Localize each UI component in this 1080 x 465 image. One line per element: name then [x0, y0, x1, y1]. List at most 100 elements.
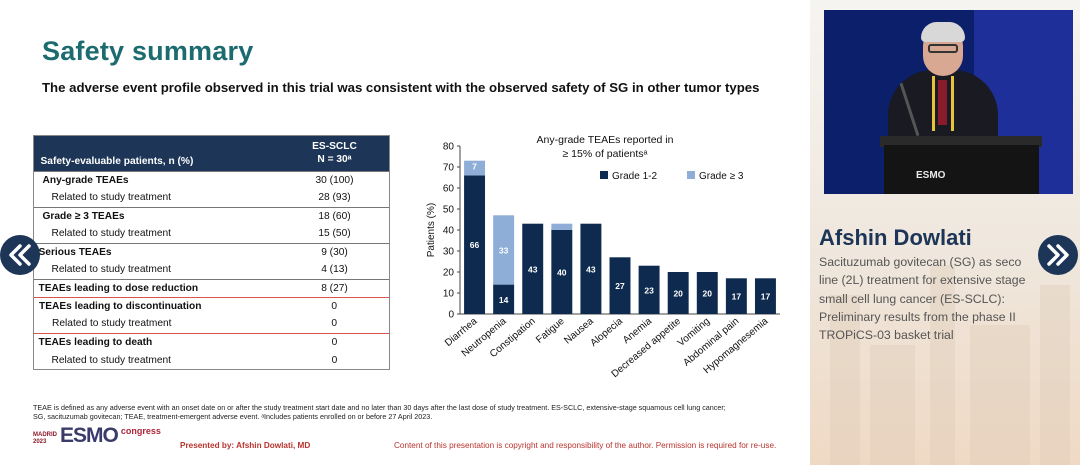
podium-top [880, 136, 1042, 147]
table-row: Grade ≥ 3 TEAEs 18 (60) [33, 207, 390, 225]
row-label: TEAEs leading to death [38, 336, 153, 348]
y-tick-label: 70 [443, 163, 455, 174]
bar-segment [493, 215, 515, 285]
speaker-video: ESMO [824, 10, 1073, 194]
table-header: Safety-evaluable patients, n (%) ES-SCLC… [33, 135, 390, 171]
row-label: Related to study treatment [51, 354, 171, 366]
lanyard [932, 76, 954, 131]
row-value: 4 (13) [321, 264, 348, 276]
glasses [928, 44, 958, 53]
header-column-line2: N = 30ᵃ [317, 153, 352, 165]
row-label: Related to study treatment [51, 228, 171, 240]
bar-segment [493, 284, 515, 314]
legend-label: Grade 1-2 [612, 171, 657, 182]
row-label: Any-grade TEAEs [42, 174, 129, 186]
table-row: TEAEs leading to dose reduction 8 (27) [33, 279, 390, 297]
row-label: Related to study treatment [51, 264, 171, 276]
table-row: Any-grade TEAEs 30 (100) [33, 171, 390, 189]
bar-data-label: 23 [644, 285, 654, 295]
bar-data-label: 40 [557, 268, 567, 278]
table-row: TEAEs leading to death 0 [33, 333, 390, 351]
row-value: 8 (27) [321, 282, 348, 294]
header-column-line1: ES-SCLC [312, 140, 357, 152]
bar-segment [725, 278, 747, 314]
y-tick-label: 10 [443, 289, 455, 300]
chart-title-line2: ≥ 15% of patientsᵃ [563, 148, 648, 160]
podium [884, 145, 1039, 194]
bar-data-label: 20 [703, 289, 713, 299]
row-label: Related to study treatment [33, 315, 280, 334]
bar-segment [551, 223, 573, 230]
table-row: Related to study treatment 4 (13) [34, 261, 390, 279]
bar-data-label: 43 [528, 264, 538, 274]
footnote-line1: TEAE is defined as any adverse event wit… [33, 403, 726, 412]
bar-data-label: 7 [472, 162, 477, 172]
row-value: 0 [279, 296, 390, 315]
bar-segment [667, 272, 689, 314]
presented-by: Presented by: Afshin Dowlati, MD [180, 441, 311, 450]
logo-city: MADRID [33, 432, 57, 438]
table-row: Related to study treatment 0 [33, 315, 390, 334]
legend-label: Grade ≥ 3 [699, 171, 744, 182]
previous-slide-button[interactable] [0, 235, 40, 275]
copyright-notice: Content of this presentation is copyrigh… [394, 441, 777, 450]
header-column: ES-SCLC N = 30ᵃ [279, 135, 390, 171]
row-value: 28 (93) [318, 192, 351, 204]
bar-segment [754, 278, 776, 314]
bar-data-label: 14 [499, 295, 509, 305]
row-value: 30 (100) [315, 174, 354, 186]
row-label: TEAEs leading to dose reduction [38, 282, 199, 294]
footnote: TEAE is defined as any adverse event wit… [33, 403, 773, 422]
bar-segment [609, 257, 631, 314]
x-tick-label: Fatigue [534, 316, 567, 346]
row-label: Serious TEAEs [38, 246, 112, 258]
bar-segment [638, 265, 660, 314]
bar-data-label: 66 [470, 240, 480, 250]
table-row: Related to study treatment 15 (50) [34, 225, 390, 243]
y-tick-label: 0 [448, 310, 454, 321]
bar-data-label: 43 [586, 264, 596, 274]
legend-swatch [600, 171, 608, 179]
table-row: TEAEs leading to discontinuation 0 [33, 296, 390, 315]
talk-title-line: Sacituzumab govitecan (SG) as seco [819, 255, 1022, 269]
speaker-hair [921, 22, 965, 42]
slide-subtitle: The adverse event profile observed in th… [42, 80, 760, 95]
row-value: 15 (50) [318, 228, 351, 240]
row-label: Grade ≥ 3 TEAEs [42, 210, 125, 222]
row-value: 0 [331, 336, 338, 348]
tie [938, 80, 947, 125]
row-value: 9 (30) [321, 246, 348, 258]
esmo-congress-logo: MADRID 2023 ESMO congress [33, 424, 161, 447]
bar-data-label: 20 [673, 289, 683, 299]
bar-segment [580, 223, 602, 314]
x-tick-label: Alopecia [588, 316, 625, 349]
row-value: 0 [279, 315, 390, 334]
y-axis-label: Patients (%) [426, 203, 437, 257]
safety-table: Safety-evaluable patients, n (%) ES-SCLC… [33, 135, 390, 369]
row-value: 0 [331, 354, 338, 366]
next-slide-button[interactable] [1038, 235, 1078, 275]
double-chevron-right-icon [1047, 244, 1069, 266]
bar-segment [464, 160, 486, 176]
table-row: Serious TEAEs 9 (30) [33, 243, 390, 261]
bar-segment [522, 223, 544, 314]
y-tick-label: 60 [443, 184, 455, 195]
presentation-slide: Safety summary The adverse event profile… [0, 0, 810, 465]
podium-logo: ESMO [916, 170, 946, 181]
talk-title-line: Preliminary results from the phase II [819, 309, 1016, 324]
y-tick-label: 30 [443, 247, 455, 258]
logo-mark: ESMO [60, 424, 119, 447]
talk-title: Sacituzumab govitecan (SG) as seco line … [819, 253, 1047, 345]
row-label: Related to study treatment [51, 192, 171, 204]
bar-data-label: 33 [499, 245, 509, 255]
legend-swatch [687, 171, 695, 179]
chart-title-line1: Any-grade TEAEs reported in [537, 134, 674, 146]
logo-year: 2023 [33, 439, 47, 445]
y-tick-label: 80 [443, 142, 455, 153]
table-row: Related to study treatment 28 (93) [34, 189, 390, 207]
bar-data-label: 27 [615, 281, 625, 291]
bar-data-label: 17 [761, 292, 771, 302]
bar-segment [696, 272, 718, 314]
talk-title-line: small cell lung cancer (ES-SCLC): [819, 291, 1005, 306]
logo-suffix: congress [120, 426, 161, 436]
